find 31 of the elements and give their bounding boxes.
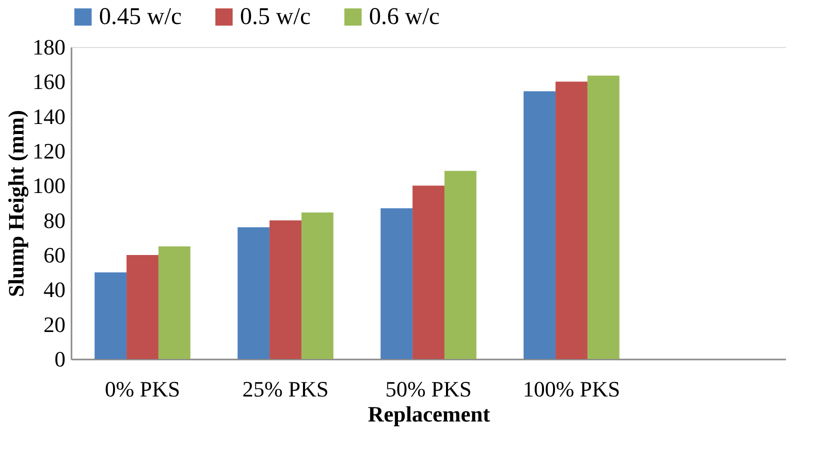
y-tick-label: 120 <box>32 138 66 164</box>
bar <box>270 220 302 359</box>
y-tick-label: 60 <box>44 242 66 268</box>
bar <box>444 170 476 359</box>
legend-label: 0.5 w/c <box>240 4 311 30</box>
x-tick-label: 50% PKS <box>385 376 472 402</box>
x-tick-label: 25% PKS <box>242 376 329 402</box>
bar <box>412 186 444 359</box>
bar <box>158 246 190 359</box>
legend-label: 0.6 w/c <box>369 4 440 30</box>
bar <box>380 208 413 359</box>
bar <box>301 212 334 359</box>
legend-label: 0.45 w/c <box>99 4 182 30</box>
y-tick-label: 0 <box>54 346 66 372</box>
y-tick-label: 80 <box>44 208 66 233</box>
bar <box>587 76 620 359</box>
bar <box>126 255 158 359</box>
x-tick-label: 0% PKS <box>104 376 180 402</box>
y-tick-label: 100 <box>32 173 66 198</box>
bar <box>238 227 270 359</box>
y-tick-label: 140 <box>32 104 66 129</box>
x-axis-title: Replacement <box>368 402 491 426</box>
y-tick-label: 40 <box>44 277 66 302</box>
y-tick-label: 20 <box>44 312 66 337</box>
y-tick-label: 160 <box>32 69 66 94</box>
bar <box>94 272 127 359</box>
bar <box>556 82 588 359</box>
bar <box>524 91 556 359</box>
y-tick-label: 180 <box>32 34 66 60</box>
x-tick-label: 100% PKS <box>522 376 620 402</box>
y-axis-title: Slump Height (mm) <box>4 110 28 297</box>
